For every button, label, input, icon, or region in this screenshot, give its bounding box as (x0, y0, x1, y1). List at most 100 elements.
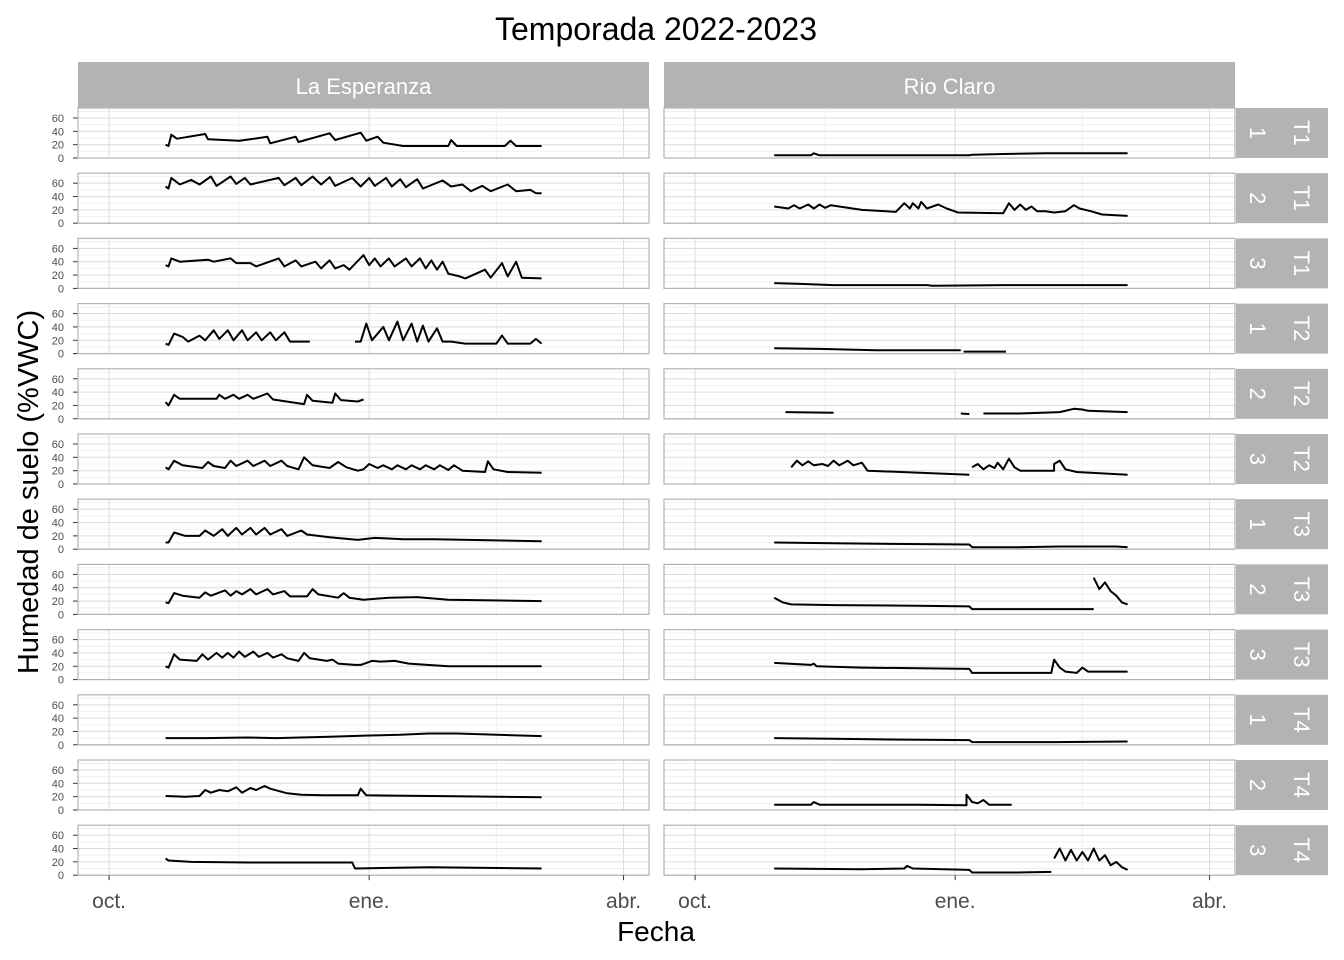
panel-background (78, 564, 649, 615)
series-line (773, 577, 1128, 611)
y-tick-label: 60 (52, 504, 64, 516)
row-strip-rep: 1 (1245, 714, 1270, 726)
row-strip (1236, 629, 1328, 680)
x-tick-label: ene. (349, 890, 390, 913)
panel-background (664, 173, 1235, 224)
panel-background (78, 629, 649, 680)
row-strip (1236, 499, 1328, 550)
panel-background (78, 368, 649, 419)
series-line (774, 737, 1128, 744)
row-strip-rep: 1 (1245, 518, 1270, 530)
series-line (165, 588, 542, 605)
row-strip (1236, 434, 1328, 484)
series-line (774, 152, 1128, 157)
row-strip-rep: 2 (1245, 192, 1270, 204)
series-line (774, 847, 1129, 874)
column-strip-label: Rio Claro (904, 74, 996, 99)
row-strip-treatment: T2 (1289, 381, 1314, 407)
y-tick-label: 40 (52, 778, 64, 790)
series-line (165, 732, 542, 740)
series-line (165, 254, 542, 280)
series-line (164, 392, 364, 407)
series-line (165, 785, 542, 799)
panel-background (78, 108, 649, 158)
panel-border (663, 368, 1236, 420)
y-tick-label: 60 (52, 439, 64, 451)
row-strip-treatment: T3 (1289, 511, 1314, 537)
y-tick-label: 40 (52, 387, 64, 399)
y-tick-label: 60 (52, 830, 64, 842)
panel-background (664, 499, 1235, 550)
row-strip (1236, 238, 1328, 289)
y-tick-label: 60 (52, 765, 64, 777)
row-strip (1236, 108, 1328, 158)
panel-background (78, 173, 649, 224)
series-line (165, 320, 543, 346)
y-tick-label: 20 (52, 531, 64, 543)
panel-border (663, 759, 1236, 811)
series-line (165, 175, 542, 195)
panel-border (77, 694, 650, 746)
panel-border (77, 628, 650, 681)
row-strip-treatment: T4 (1289, 707, 1314, 733)
series-line (774, 541, 1128, 549)
y-tick-label: 20 (52, 661, 64, 673)
row-strip-rep: 1 (1245, 127, 1270, 139)
y-tick-label: 0 (58, 740, 64, 752)
panel-border (663, 824, 1236, 876)
series-line (774, 200, 1128, 217)
y-tick-label: 20 (52, 205, 64, 217)
y-tick-label: 40 (52, 126, 64, 138)
row-strip-treatment: T1 (1289, 185, 1314, 211)
y-tick-label: 60 (52, 243, 64, 255)
row-strip-rep: 3 (1245, 648, 1270, 660)
row-strip (1236, 564, 1328, 615)
x-tick-label: oct. (92, 890, 126, 913)
y-tick-label: 0 (58, 349, 64, 361)
y-tick-label: 20 (52, 726, 64, 738)
series-line (774, 658, 1128, 674)
y-tick-label: 40 (52, 713, 64, 725)
row-strip-treatment: T4 (1289, 837, 1314, 863)
row-strip (1236, 825, 1328, 876)
y-tick-label: 0 (58, 805, 64, 817)
row-strip-treatment: T3 (1289, 577, 1314, 603)
y-tick-label: 0 (58, 479, 64, 491)
row-strip (1236, 303, 1328, 354)
series-line (774, 282, 1128, 287)
y-tick-label: 60 (52, 374, 64, 386)
panel-border (663, 172, 1236, 224)
panel-background (664, 434, 1235, 484)
chart-title: Temporada 2022-2023 (495, 11, 817, 47)
x-tick-label: ene. (935, 890, 976, 913)
row-strip-treatment: T4 (1289, 772, 1314, 798)
panel-border (77, 759, 650, 811)
panel-background (664, 825, 1235, 876)
panel-border (77, 107, 650, 159)
y-tick-label: 20 (52, 857, 64, 869)
row-strip-rep: 1 (1245, 322, 1270, 334)
y-tick-label: 40 (52, 452, 64, 464)
row-strip-treatment: T2 (1289, 316, 1314, 342)
row-strip-rep: 3 (1245, 257, 1270, 269)
x-tick-label: abr. (1192, 890, 1227, 913)
panel-background (78, 694, 649, 745)
panel-background (78, 238, 649, 289)
series-line (165, 131, 542, 147)
y-tick-label: 40 (52, 192, 64, 204)
y-tick-label: 0 (58, 414, 64, 426)
panel-background (78, 760, 649, 810)
series-line (165, 857, 542, 870)
row-strip (1236, 173, 1328, 224)
y-tick-label: 0 (58, 218, 64, 230)
panel-border (77, 368, 650, 420)
y-tick-label: 40 (52, 257, 64, 269)
panel-border (663, 303, 1236, 355)
row-strip-rep: 2 (1245, 388, 1270, 400)
row-strip-rep: 3 (1245, 844, 1270, 856)
panel-background (78, 825, 649, 876)
y-tick-label: 60 (52, 113, 64, 125)
column-strip (664, 62, 1235, 108)
series-line (774, 347, 1006, 353)
